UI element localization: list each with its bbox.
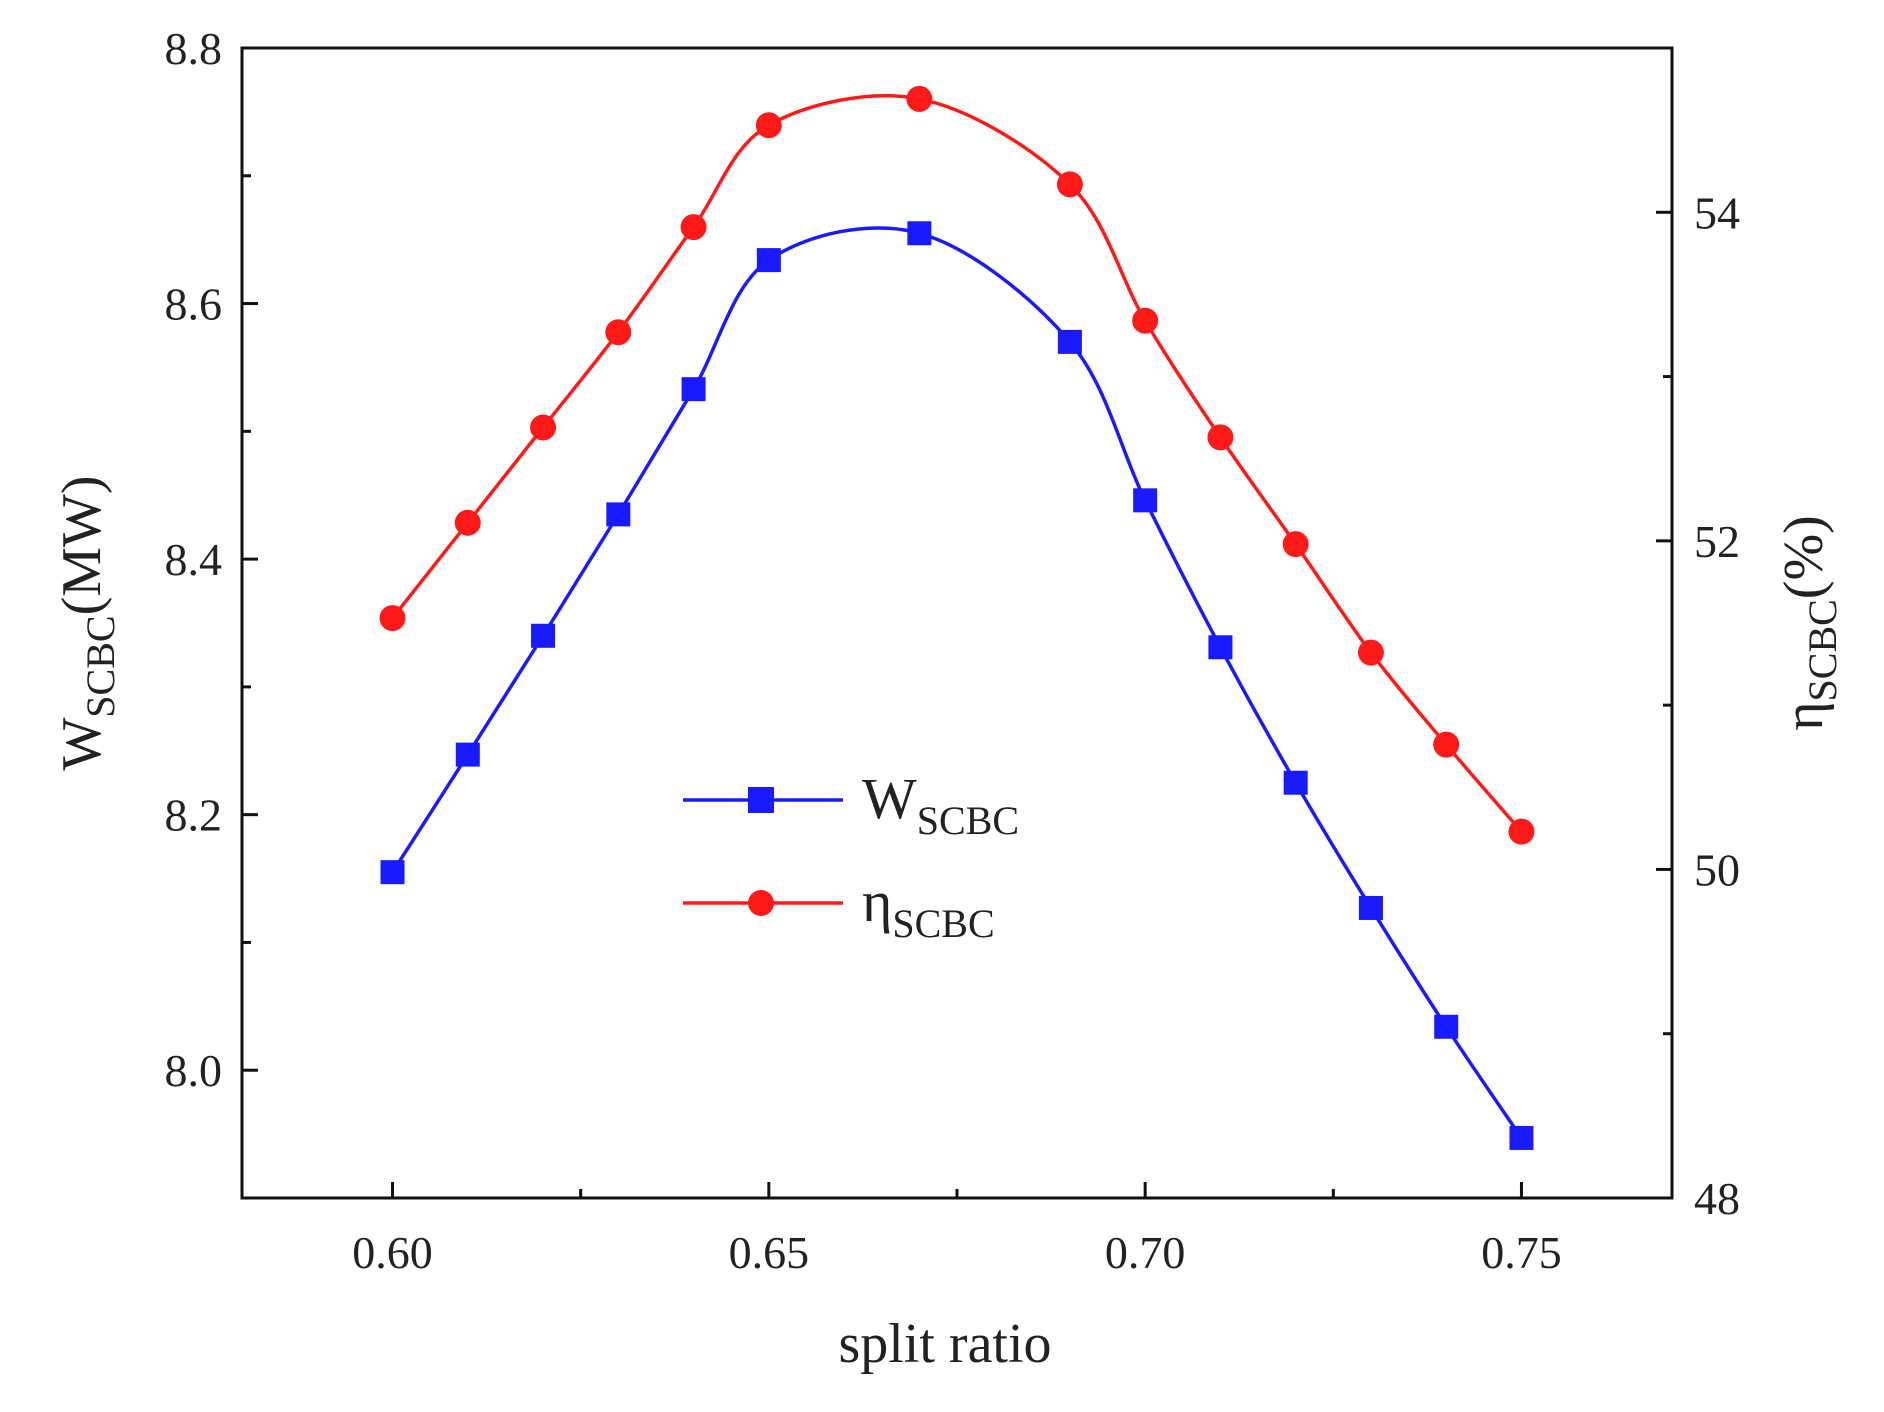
data-point-circle: [1132, 307, 1159, 334]
data-point-circle: [379, 605, 406, 632]
left-y-title-main: W: [51, 718, 113, 771]
data-point-square: [531, 623, 556, 648]
x-axis: 0.60 0.65 0.70 0.75: [352, 1182, 1562, 1278]
legend-marker-w: [748, 787, 774, 813]
series-w-scbc: [380, 221, 1534, 1150]
legend-w-main: W: [862, 766, 917, 831]
data-point-square: [1283, 770, 1308, 795]
x-tick-label: 0.65: [729, 1227, 810, 1278]
data-point-square: [1208, 635, 1233, 660]
right-y-axis-title: ηSCBC(%): [1773, 515, 1845, 731]
right-y-title-main: η: [1773, 701, 1835, 730]
right-y-title-unit: (%): [1773, 515, 1835, 599]
series-line: [391, 94, 1523, 833]
right-y-axis: 48 50 52 54: [1656, 46, 1740, 1224]
data-point-circle: [680, 214, 707, 241]
data-point-circle: [454, 509, 481, 536]
legend-label-eta: ηSCBC: [862, 869, 995, 946]
legend-marker-eta: [748, 890, 774, 916]
y-left-tick-label: 8.6: [165, 279, 223, 330]
data-point-square: [1133, 488, 1158, 513]
data-point-circle: [1508, 818, 1535, 845]
right-y-title-sub: SCBC: [1800, 599, 1845, 701]
data-point-circle: [1433, 731, 1460, 758]
data-point-square: [1358, 895, 1383, 920]
data-point-square: [1509, 1125, 1534, 1150]
y-left-tick-label: 8.0: [165, 1045, 223, 1096]
data-point-square: [756, 248, 781, 273]
x-axis-title: split ratio: [838, 1313, 1051, 1375]
data-point-circle: [1357, 639, 1384, 666]
legend-w-sub: SCBC: [917, 798, 1019, 843]
data-point-circle: [1207, 424, 1234, 451]
y-left-tick-label: 8.8: [165, 23, 223, 74]
data-point-square: [681, 377, 706, 402]
series-eta-scbc: [379, 85, 1535, 845]
svg-text:ηSCBC(%): ηSCBC(%): [1773, 515, 1845, 731]
x-tick-label: 0.70: [1105, 1227, 1186, 1278]
legend-eta-sub: SCBC: [892, 901, 994, 946]
y-right-tick-label: 54: [1694, 187, 1740, 238]
legend-label-w: WSCBC: [862, 766, 1019, 843]
legend-eta-main: η: [862, 869, 892, 934]
y-right-tick-label: 52: [1694, 516, 1740, 567]
y-left-tick-label: 8.4: [165, 534, 223, 585]
data-point-circle: [1056, 171, 1083, 198]
y-left-tick-label: 8.2: [165, 790, 223, 841]
data-point-circle: [906, 85, 933, 112]
y-right-tick-label: 50: [1694, 844, 1740, 895]
left-y-axis-title: WSCBC(MW): [51, 475, 123, 770]
data-point-circle: [1282, 531, 1309, 558]
legend: WSCBC ηSCBC: [683, 766, 1019, 946]
x-tick-label: 0.60: [352, 1227, 433, 1278]
data-point-square: [1434, 1014, 1459, 1039]
data-point-square: [380, 860, 405, 885]
data-point-square: [455, 742, 480, 767]
data-point-circle: [530, 414, 557, 441]
series-line: [391, 226, 1523, 1139]
svg-text:WSCBC(MW): WSCBC(MW): [51, 475, 123, 770]
data-point-square: [907, 221, 932, 246]
x-tick-label: 0.75: [1481, 1227, 1562, 1278]
data-point-circle: [755, 112, 782, 139]
series-layer: [379, 85, 1535, 1150]
data-point-square: [1057, 329, 1082, 354]
data-point-circle: [605, 319, 632, 346]
data-point-square: [606, 502, 631, 527]
left-y-axis: 8.0 8.2 8.4 8.6 8.8: [165, 23, 258, 1200]
left-y-title-unit: (MW): [51, 475, 113, 615]
y-right-tick-label: 48: [1694, 1173, 1740, 1224]
left-y-title-sub: SCBC: [78, 615, 123, 717]
